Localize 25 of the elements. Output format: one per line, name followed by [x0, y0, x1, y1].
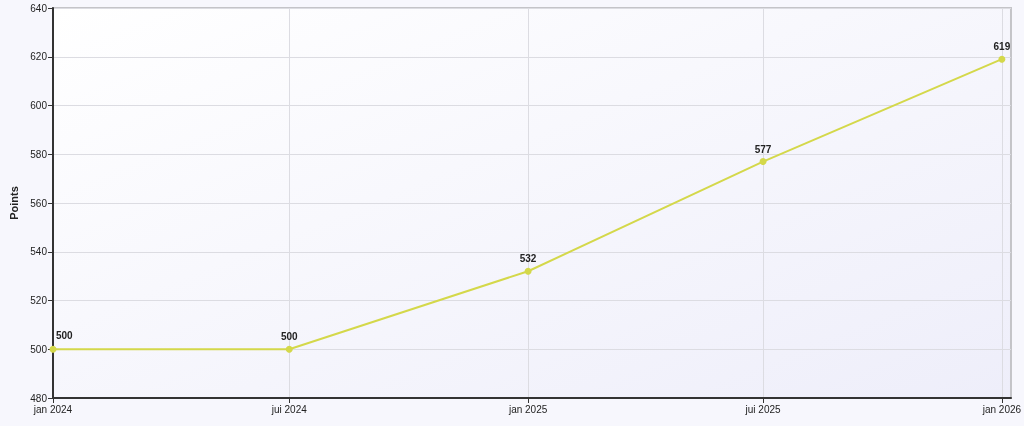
y-tick-label: 520 — [30, 295, 48, 306]
y-tick-label: 480 — [30, 392, 48, 404]
y-tick-label: 500 — [30, 343, 48, 355]
y-tick-label: 540 — [30, 246, 48, 258]
data-label: 500 — [56, 330, 74, 342]
point — [998, 55, 1006, 63]
data-label: 619 — [993, 41, 1011, 53]
y-tick-label: 640 — [30, 2, 48, 14]
data-label: 577 — [754, 143, 772, 155]
x-tick-label: jui 2024 — [270, 403, 308, 415]
point — [49, 345, 57, 353]
data-label: 532 — [519, 253, 537, 265]
y-tick-label: 620 — [30, 51, 48, 63]
x-tick-label: jan 2026 — [981, 403, 1022, 415]
y-tick-label: 600 — [30, 100, 48, 111]
point — [524, 267, 532, 275]
x-tick-label: jui 2025 — [744, 403, 781, 415]
point — [285, 345, 293, 353]
x-tick-label: jan 2025 — [507, 403, 548, 415]
point — [759, 158, 767, 166]
x-tick-label: jan 2024 — [32, 403, 73, 415]
y-tick-label: 560 — [30, 197, 48, 209]
y-tick-label: 580 — [30, 148, 48, 160]
y-axis-title: Points — [7, 186, 20, 220]
data-label: 500 — [280, 331, 299, 343]
